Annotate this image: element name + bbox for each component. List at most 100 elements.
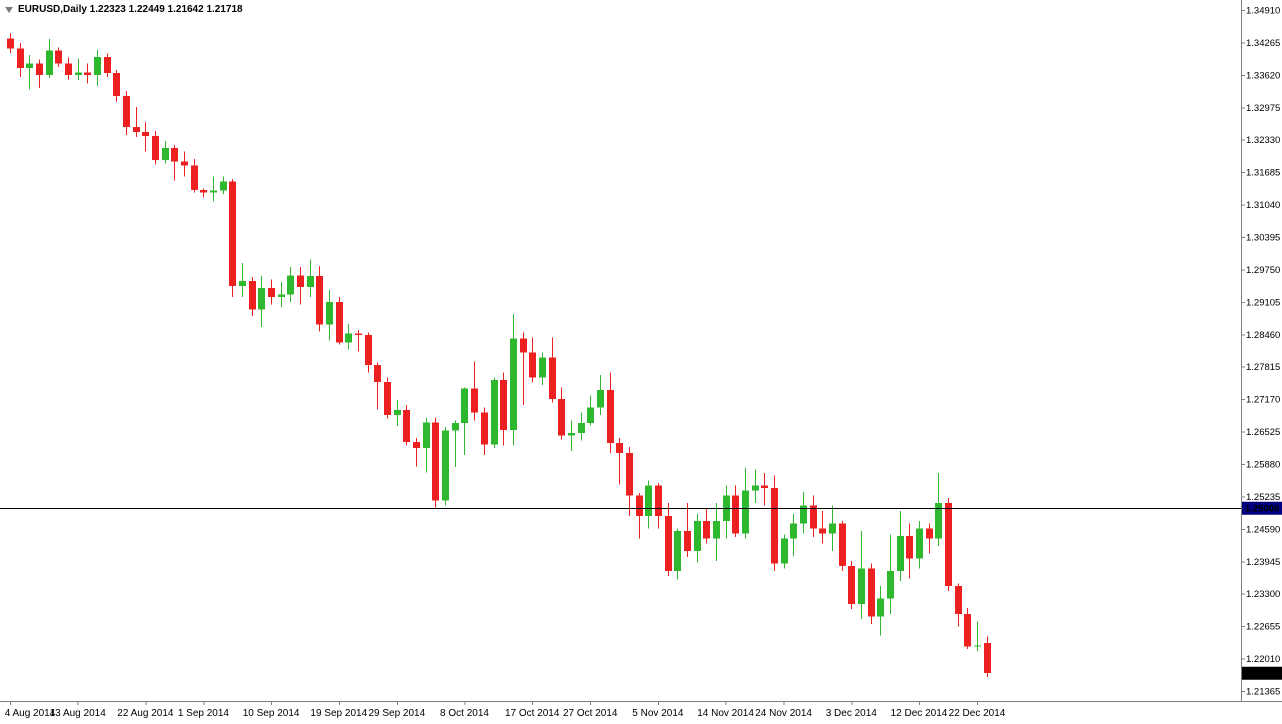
candle-body <box>17 48 24 68</box>
candle-body <box>75 72 82 75</box>
candle-body <box>384 382 391 416</box>
price-tick-label: 1.33620 <box>1246 70 1280 81</box>
candle-body <box>181 161 188 166</box>
candle-body <box>326 302 333 325</box>
time-tick-label: 13 Aug 2014 <box>50 708 107 719</box>
candle-body <box>84 72 91 75</box>
candle-body <box>771 488 778 564</box>
price-tick-label: 1.27170 <box>1246 395 1280 406</box>
time-tick-label: 14 Nov 2014 <box>697 708 754 719</box>
candle-body <box>258 288 265 310</box>
candle-body <box>113 72 120 96</box>
candle-body <box>703 520 710 539</box>
candle-body <box>481 412 488 445</box>
candle-body <box>626 452 633 496</box>
candle-body <box>713 520 720 539</box>
candle-body <box>607 390 614 443</box>
candle-body <box>461 388 468 423</box>
price-tick-label: 1.25235 <box>1246 492 1280 503</box>
time-tick-label: 5 Nov 2014 <box>632 708 684 719</box>
candle-body <box>636 495 643 516</box>
candle-body <box>297 275 304 288</box>
price-tick-label: 1.28460 <box>1246 330 1280 341</box>
price-tick-label: 1.24590 <box>1246 524 1280 535</box>
candle-body <box>684 530 691 551</box>
candle-body <box>413 441 420 448</box>
hline-price-label-box <box>1242 501 1282 515</box>
candle-body <box>819 528 826 534</box>
price-tick-label: 1.26525 <box>1246 427 1280 438</box>
price-axis[interactable]: 1.34910 1.34265 1.33620 1.32975 1.32330 1.316… <box>1241 6 1280 698</box>
candle-body <box>858 568 865 604</box>
candle-body <box>568 432 575 436</box>
candle-body <box>955 586 962 614</box>
candle-body <box>752 485 759 491</box>
price-tick-label: 1.25880 <box>1246 459 1280 470</box>
candle-body <box>694 520 701 551</box>
price-tick-label: 1.21365 <box>1246 686 1280 697</box>
candle-body <box>761 485 768 489</box>
candle-body <box>674 530 681 572</box>
candle-body <box>355 333 362 335</box>
price-tick-label: 1.23300 <box>1246 589 1280 600</box>
candle-body <box>597 390 604 408</box>
price-tick-label: 1.29105 <box>1246 297 1280 308</box>
candle-body <box>539 357 546 378</box>
candle-body <box>839 523 846 567</box>
candle-body <box>287 275 294 295</box>
candle-body <box>616 442 623 453</box>
candle-body <box>7 38 14 49</box>
time-tick-label: 8 Oct 2014 <box>440 708 489 719</box>
candle-body <box>26 63 33 68</box>
time-tick-label: 3 Dec 2014 <box>826 708 878 719</box>
candle-body <box>549 357 556 400</box>
price-tick-label: 1.22655 <box>1246 622 1280 633</box>
candle-body <box>123 95 130 128</box>
candle-body <box>442 430 449 501</box>
candle-body <box>220 181 227 191</box>
candle-body <box>171 147 178 162</box>
candle-body <box>345 333 352 343</box>
current-price-label: 1.21718 <box>1245 669 1279 680</box>
candle-body <box>65 63 72 75</box>
time-tick-label: 22 Dec 2014 <box>949 708 1006 719</box>
candle-body <box>94 56 101 75</box>
candle-body <box>964 613 971 647</box>
candle-body <box>558 399 565 436</box>
time-tick-label: 1 Sep 2014 <box>178 708 230 719</box>
candle-body <box>510 338 517 430</box>
candle-body <box>104 56 111 73</box>
current-price-label-box <box>1242 666 1282 680</box>
candle-body <box>935 503 942 539</box>
candle-body <box>200 189 207 193</box>
candle-body <box>500 380 507 430</box>
candle-body <box>848 566 855 604</box>
time-tick-label: 22 Aug 2014 <box>117 708 174 719</box>
candle-body <box>210 190 217 193</box>
hline-price-label: 1.25000 <box>1245 504 1279 515</box>
candle-body <box>423 422 430 448</box>
price-tick-label: 1.32330 <box>1246 135 1280 146</box>
price-tick-label: 1.34910 <box>1246 6 1280 17</box>
price-tick-label: 1.29750 <box>1246 265 1280 276</box>
candle-body <box>162 147 169 160</box>
candle-body <box>587 407 594 423</box>
candle-body <box>36 63 43 75</box>
time-tick-label: 29 Sep 2014 <box>368 708 425 719</box>
time-tick-label: 10 Sep 2014 <box>243 708 300 719</box>
price-tick-label: 1.34265 <box>1246 38 1280 49</box>
candle-body <box>491 380 498 445</box>
candle-body <box>46 50 53 75</box>
price-tick-label: 1.32975 <box>1246 103 1280 114</box>
candle-body <box>268 288 275 298</box>
candle-body <box>665 515 672 572</box>
time-tick-label: 4 Aug 2014 <box>5 708 56 719</box>
candle-body <box>897 535 904 572</box>
candle-body <box>645 485 652 516</box>
candle-body <box>133 127 140 133</box>
candle-body <box>239 280 246 287</box>
candle-body <box>365 334 372 365</box>
candle-body <box>926 528 933 539</box>
